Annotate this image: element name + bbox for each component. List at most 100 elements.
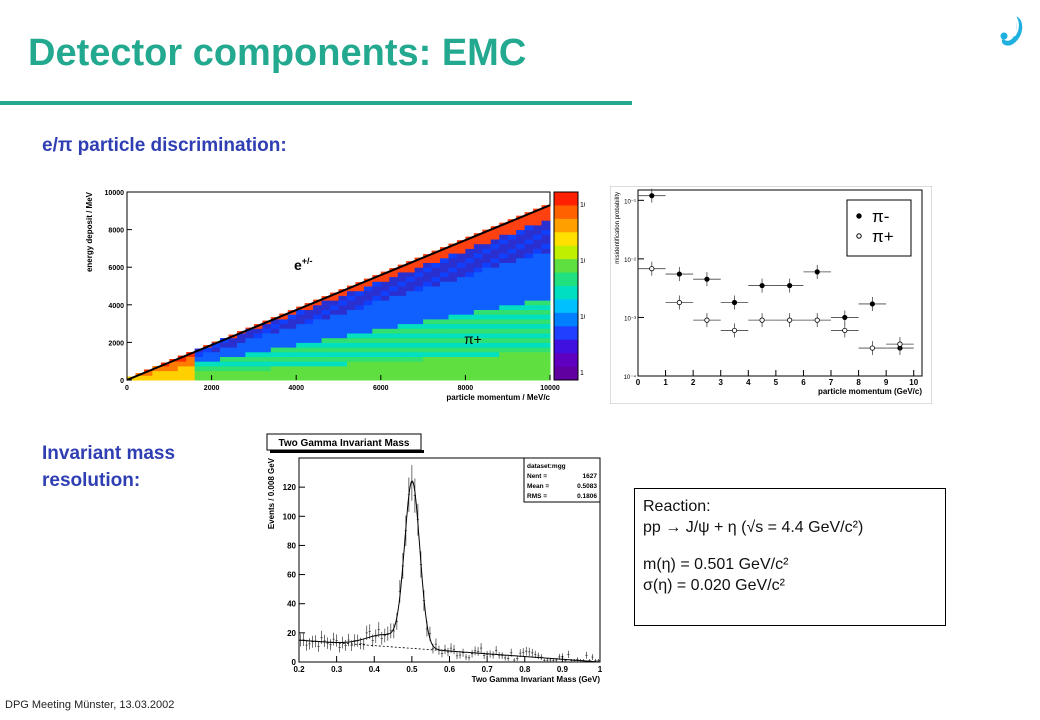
heatmap-cell [406,300,416,306]
colorbar-band [554,272,578,287]
heatmap-cell [516,243,526,249]
heatmap-cell [287,361,297,367]
heatmap-cell [448,375,458,381]
heatmap-cell [372,351,382,357]
heatmap-cell [253,342,263,348]
x-tick-label: 0.6 [444,665,456,674]
pi-minus-point [759,282,765,289]
heatmap-cell [372,328,382,334]
heatmap-cell [516,361,526,367]
heatmap-cell [507,229,517,235]
heatmap-cell [397,286,407,292]
heatmap-cell [363,365,373,372]
heatmap-cell [465,248,475,254]
heatmap-cell [431,253,441,259]
heatmap-cell [338,347,348,353]
heatmap-cell [313,328,323,334]
heatmap-cell [279,342,289,348]
heatmap-cell [541,234,551,240]
x-tick-label: 10000 [540,385,560,392]
heatmap-cell [304,342,314,348]
pi-plus-point [676,299,682,306]
heatmap-cell [465,347,475,353]
heatmap-cell [346,295,356,301]
pi-minus-point [869,301,875,307]
heatmap-cell [414,351,424,357]
heatmap-cell [414,342,424,348]
heatmap-cell [533,342,543,348]
heatmap-cell [533,234,543,240]
heatmap-cell [456,295,466,301]
heatmap-cell [507,300,517,306]
heatmap-cell [431,347,441,353]
heatmap-cell [499,347,509,353]
heatmap-cell [414,337,424,343]
heatmap-cell [541,248,551,254]
heatmap-cell [431,361,441,367]
heatmap-cell [473,257,483,263]
heatmap-cell [473,300,483,306]
heatmap-cell [211,347,221,353]
heatmap-cell [524,243,534,249]
x-tick-label: 0.9 [557,665,569,674]
heatmap-cell [524,318,534,325]
heatmap-cell [482,365,492,372]
heatmap-cell [541,323,551,329]
heatmap-cell [372,365,382,372]
heatmap-cell [270,365,280,372]
y-axis-label: Events / 0.008 GeV [267,457,276,529]
heatmap-cell [507,290,517,296]
heatmap-cell [253,370,263,376]
heatmap-cell [279,351,289,357]
heatmap-cell [440,356,449,362]
heatmap-cell [507,365,517,372]
heatmap-cell [541,253,551,259]
heatmap-cell [160,370,170,376]
heatmap-cell [448,347,458,353]
heatmap-cell [533,286,543,292]
heatmap-cell [211,342,221,348]
heatmap-cell [397,267,407,273]
heatmap-cell [363,300,373,306]
heatmap-cell [397,276,407,282]
heatmap-cell [541,361,551,367]
heatmap-cell [541,220,551,226]
heatmap-cell [533,365,543,372]
heatmap-cell [507,257,517,263]
heatmap-cell [524,342,534,348]
heatmap-cell [499,342,509,348]
heatmap-cell [440,323,449,329]
heatmap-cell [355,323,365,329]
heatmap-cell [253,365,263,372]
heatmap-cell [507,333,517,339]
heatmap-cell [380,333,390,339]
heatmap-cell [406,333,416,339]
heatmap-cell [338,309,348,315]
heatmap-cell [533,262,543,268]
heatmap-cell [516,234,526,240]
heatmap-cell [397,328,407,334]
heatmap-cell [372,337,382,343]
heatmap-cell [203,370,213,376]
heatmap-cell [372,304,382,310]
heatmap-cell [380,276,390,282]
heatmap-cell [533,323,543,329]
heatmap-cell [507,271,517,278]
heatmap-cell [499,295,509,301]
heatmap-cell [533,309,543,315]
heatmap-cell [456,323,466,329]
heatmap-cell [499,365,509,372]
heatmap-cell [406,351,416,357]
heatmap-cell [304,370,314,376]
heatmap-cell [372,295,382,301]
heatmap-cell [499,337,509,343]
heatmap-cell [533,224,543,231]
heatmap-cell [270,342,280,348]
heatmap-cell [287,328,297,334]
heatmap-cell [245,328,255,334]
pi-minus-point [649,193,655,199]
heatmap-cell [414,333,424,339]
heatmap-cell [533,328,543,334]
heatmap-cell [507,243,517,249]
heatmap-cell [473,243,483,249]
